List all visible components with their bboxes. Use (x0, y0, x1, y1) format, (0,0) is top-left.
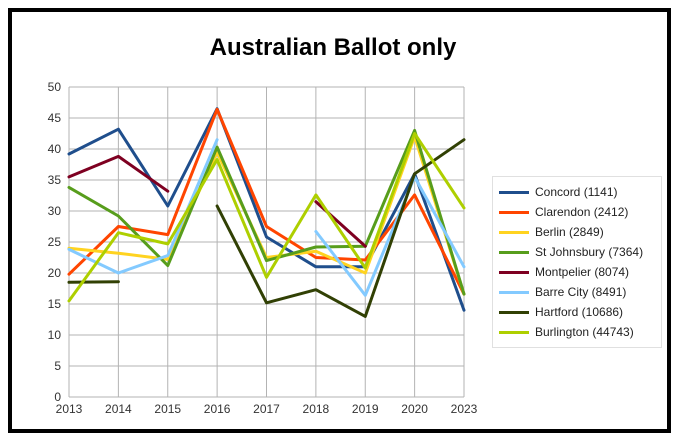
line-chart: 0 5 10 15 20 25 30 35 40 45 50 2013 2014 2015 2016 2017… (48, 80, 478, 416)
y-tick-label: 15 (48, 297, 62, 311)
y-tick-label: 5 (54, 359, 61, 373)
legend: Concord (1141) Clarendon (2412) Berlin (28… (492, 176, 662, 348)
series-line (67, 154, 170, 193)
x-tick-label: 2016 (204, 402, 231, 416)
legend-item: Berlin (2849) (499, 222, 655, 242)
series-line (67, 128, 466, 296)
series-line (314, 175, 466, 297)
legend-item: Barre City (8491) (499, 282, 655, 302)
legend-label: Berlin (2849) (535, 225, 604, 239)
x-tick-label: 2018 (303, 402, 330, 416)
legend-swatch (499, 270, 529, 274)
legend-label: Barre City (8491) (535, 285, 627, 299)
axis-tick-labels: 0 5 10 15 20 25 30 35 40 45 50 2013 2014 2015 2016 2017… (48, 80, 478, 416)
series-lines (67, 107, 466, 318)
legend-swatch (499, 210, 529, 214)
y-tick-label: 40 (48, 142, 62, 156)
legend-label: Burlington (44743) (535, 325, 634, 339)
legend-label: Clarendon (2412) (535, 205, 629, 219)
legend-label: Montpelier (8074) (535, 265, 630, 279)
legend-item: St Johnsbury (7364) (499, 242, 655, 262)
legend-item: Burlington (44743) (499, 322, 655, 342)
legend-swatch (499, 310, 529, 314)
y-tick-label: 50 (48, 80, 62, 94)
legend-item: Concord (1141) (499, 182, 655, 202)
chart-title: Australian Ballot only (209, 34, 457, 61)
series-line (67, 132, 466, 303)
grid-lines (68, 86, 465, 398)
legend-swatch (499, 330, 529, 334)
legend-swatch (499, 230, 529, 234)
y-tick-label: 20 (48, 266, 62, 280)
series-line (67, 138, 219, 275)
x-tick-label: 2013 (56, 402, 83, 416)
legend-label: St Johnsbury (7364) (535, 245, 644, 259)
legend-item: Clarendon (2412) (499, 202, 655, 222)
y-tick-label: 35 (48, 173, 62, 187)
x-tick-label: 2019 (352, 402, 379, 416)
series-line (67, 280, 120, 284)
chart-frame: Australian Ballot only 0 5 10 15 20 25 30 35 40 4… (8, 8, 671, 433)
y-tick-label: 10 (48, 328, 62, 342)
x-tick-label: 2023 (451, 402, 478, 416)
legend-label: Concord (1141) (535, 185, 618, 199)
series-line (215, 138, 466, 318)
x-tick-label: 2020 (401, 402, 428, 416)
x-tick-label: 2017 (253, 402, 280, 416)
y-tick-label: 25 (48, 235, 62, 249)
legend-swatch (499, 250, 529, 254)
legend-swatch (499, 290, 529, 294)
x-tick-label: 2015 (154, 402, 181, 416)
series-line (67, 107, 466, 312)
y-tick-label: 45 (48, 111, 62, 125)
legend-item: Montpelier (8074) (499, 262, 655, 282)
legend-label: Hartford (10686) (535, 305, 624, 319)
legend-item: Hartford (10686) (499, 302, 655, 322)
y-tick-label: 30 (48, 204, 62, 218)
y-tick-label: 0 (54, 390, 61, 404)
legend-swatch (499, 190, 529, 194)
x-tick-label: 2014 (105, 402, 132, 416)
